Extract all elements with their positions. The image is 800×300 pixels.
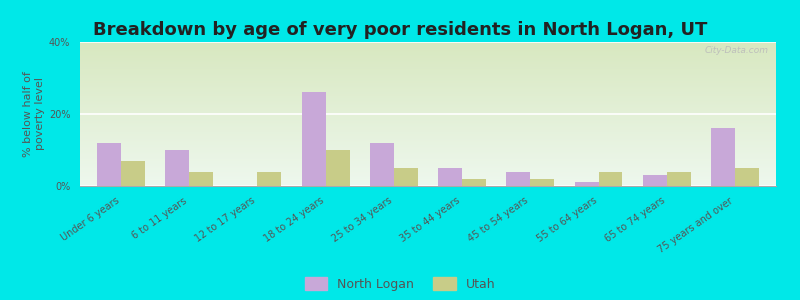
Text: Breakdown by age of very poor residents in North Logan, UT: Breakdown by age of very poor residents … (93, 21, 707, 39)
Bar (530, 179, 554, 186)
Bar (302, 92, 326, 186)
Bar (189, 172, 213, 186)
Bar (121, 161, 145, 186)
Bar (574, 182, 598, 186)
Text: City-Data.com: City-Data.com (705, 46, 769, 55)
Y-axis label: % below half of
poverty level: % below half of poverty level (23, 71, 45, 157)
Bar (643, 175, 667, 186)
Bar (394, 168, 418, 186)
Bar (438, 168, 462, 186)
Bar (462, 179, 486, 186)
Bar (735, 168, 759, 186)
Bar (166, 150, 189, 186)
Bar (370, 143, 394, 186)
Legend: North Logan, Utah: North Logan, Utah (305, 277, 495, 291)
Bar (326, 150, 350, 186)
Bar (97, 143, 121, 186)
Bar (258, 172, 282, 186)
Bar (711, 128, 735, 186)
Bar (506, 172, 530, 186)
Bar (598, 172, 622, 186)
Bar (667, 172, 690, 186)
